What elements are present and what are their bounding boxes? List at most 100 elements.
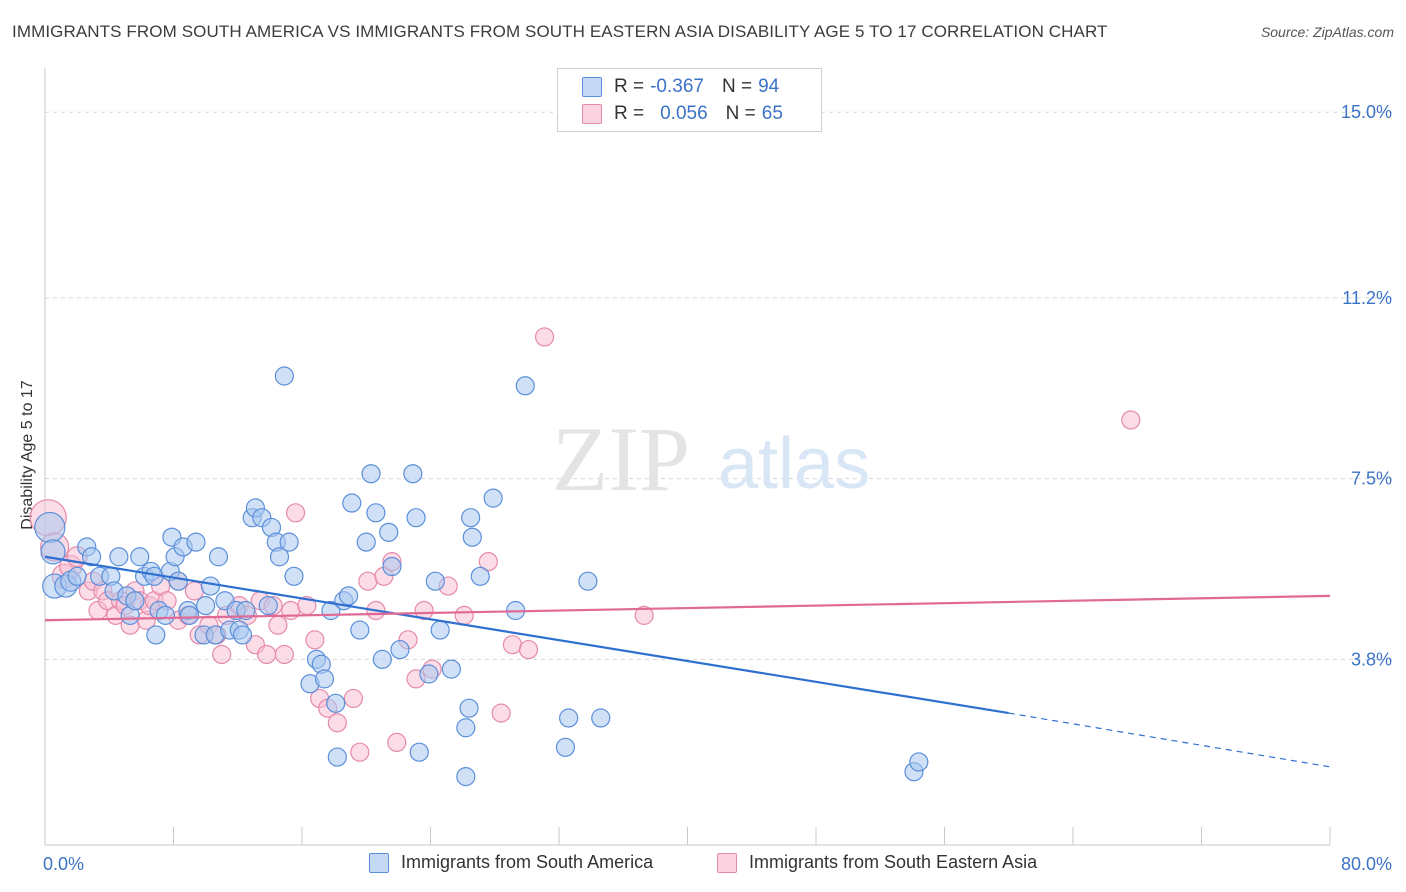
y-tick-label: 3.8% xyxy=(1351,649,1392,669)
data-point-south-america xyxy=(409,742,429,762)
data-point-south-america xyxy=(350,620,370,640)
legend-row-south-eastern-asia: R = 0.056 N = 65 xyxy=(582,102,783,126)
data-point-south-eastern-asia xyxy=(285,503,306,523)
data-point-south-america xyxy=(456,767,476,787)
data-point-south-america xyxy=(406,508,426,528)
legend-row-south-america: R = -0.367 N = 94 xyxy=(582,75,779,99)
legend-n-label: N = xyxy=(725,103,756,124)
trend-line-south-eastern-asia xyxy=(44,594,1331,622)
data-point-south-america xyxy=(461,508,481,528)
series-south-america-points xyxy=(34,366,929,787)
data-point-south-america xyxy=(81,547,102,567)
data-point-south-america xyxy=(67,566,87,586)
axes xyxy=(44,68,1331,846)
data-point-south-america xyxy=(578,571,598,591)
x-tick-label-max: 80.0% xyxy=(1341,854,1392,874)
y-tick-label: 15.0% xyxy=(1341,102,1392,122)
data-point-south-america xyxy=(146,625,166,645)
legend-n-label: N = xyxy=(721,76,753,97)
data-point-south-america xyxy=(483,488,503,508)
data-point-south-america xyxy=(168,571,188,591)
trend-lines xyxy=(44,555,1331,768)
data-point-south-eastern-asia xyxy=(274,644,294,665)
data-point-south-america xyxy=(186,532,206,552)
data-point-south-eastern-asia xyxy=(534,327,555,347)
data-point-south-eastern-asia xyxy=(257,644,277,665)
data-point-south-america xyxy=(379,522,399,542)
legend-n-value: 94 xyxy=(758,76,780,97)
data-point-south-america xyxy=(462,527,482,547)
data-point-south-america xyxy=(314,669,335,689)
data-point-south-eastern-asia xyxy=(212,644,232,665)
legend-swatch-pink xyxy=(582,104,602,124)
data-point-south-america xyxy=(279,532,299,552)
data-point-south-america xyxy=(470,566,490,586)
legend-r-value: -0.367 xyxy=(650,76,704,97)
data-point-south-america xyxy=(274,366,294,386)
data-point-south-eastern-asia xyxy=(634,605,654,625)
legend-n-value: 65 xyxy=(761,103,783,124)
data-point-south-america xyxy=(559,708,579,728)
data-point-south-america xyxy=(419,664,439,684)
data-point-south-america xyxy=(909,752,929,772)
data-point-south-eastern-asia xyxy=(1121,410,1141,430)
y-tick-labels: 3.8% 7.5% 11.2% 15.0% xyxy=(1341,102,1392,669)
data-point-south-eastern-asia xyxy=(491,703,511,723)
data-point-south-america xyxy=(459,698,479,718)
data-point-south-eastern-asia xyxy=(350,742,370,762)
y-tick-label: 7.5% xyxy=(1351,469,1392,489)
legend-r-label: R = xyxy=(614,76,645,97)
data-point-south-eastern-asia xyxy=(327,713,347,733)
data-point-south-america xyxy=(155,605,176,625)
trend-line-south-america-extension xyxy=(1008,712,1331,768)
grid-lines xyxy=(45,111,1392,660)
data-point-south-america xyxy=(555,737,576,757)
data-point-south-america xyxy=(430,620,450,640)
legend-item-south-america: Immigrants from South America xyxy=(369,852,653,873)
data-point-south-america xyxy=(441,659,461,679)
data-point-south-america xyxy=(366,503,386,523)
watermark-atlas: atlas xyxy=(718,424,870,504)
x-tick-labels: 0.0% 80.0% xyxy=(43,854,1392,874)
data-point-south-america xyxy=(338,586,359,606)
legend-r-value: 0.056 xyxy=(660,103,708,124)
data-point-south-america xyxy=(591,708,611,728)
data-point-south-america xyxy=(258,596,278,616)
data-point-south-america xyxy=(361,464,381,484)
legend-swatch-blue xyxy=(582,77,602,97)
data-point-south-eastern-asia xyxy=(454,605,474,625)
data-point-south-america xyxy=(196,596,216,616)
data-point-south-america xyxy=(515,376,535,396)
legend-item-label: Immigrants from South Eastern Asia xyxy=(749,852,1038,872)
data-point-south-america xyxy=(456,718,476,738)
data-point-south-america xyxy=(236,600,256,621)
series-legend: Immigrants from South America Immigrants… xyxy=(0,852,1406,878)
source-label: Source: ZipAtlas.com xyxy=(1260,24,1394,40)
legend-r-label: R = xyxy=(614,103,645,124)
data-point-south-america xyxy=(34,511,66,544)
data-point-south-america xyxy=(284,566,304,586)
trend-line-south-america xyxy=(44,555,1009,715)
data-point-south-eastern-asia xyxy=(358,571,378,591)
y-tick-label: 11.2% xyxy=(1342,288,1392,308)
chart-title: IMMIGRANTS FROM SOUTH AMERICA VS IMMIGRA… xyxy=(12,22,1108,41)
legend-swatch-blue xyxy=(369,852,389,873)
data-point-south-eastern-asia xyxy=(478,552,498,572)
data-point-south-eastern-asia xyxy=(305,630,325,650)
watermark-zip: ZIP xyxy=(552,408,690,510)
data-point-south-america xyxy=(327,747,347,767)
legend-item-south-eastern-asia: Immigrants from South Eastern Asia xyxy=(717,852,1037,873)
legend-item-label: Immigrants from South America xyxy=(401,852,654,872)
data-point-south-eastern-asia xyxy=(502,635,523,655)
data-point-south-america xyxy=(382,556,402,577)
legend-swatch-pink xyxy=(717,852,737,873)
data-point-south-america xyxy=(179,605,200,625)
data-point-south-america xyxy=(208,547,229,567)
data-point-south-america xyxy=(109,547,129,567)
data-point-south-eastern-asia xyxy=(268,615,288,635)
data-point-south-america xyxy=(356,532,376,552)
data-point-south-america xyxy=(372,649,392,669)
data-point-south-america xyxy=(326,693,346,713)
data-point-south-america xyxy=(390,639,410,660)
